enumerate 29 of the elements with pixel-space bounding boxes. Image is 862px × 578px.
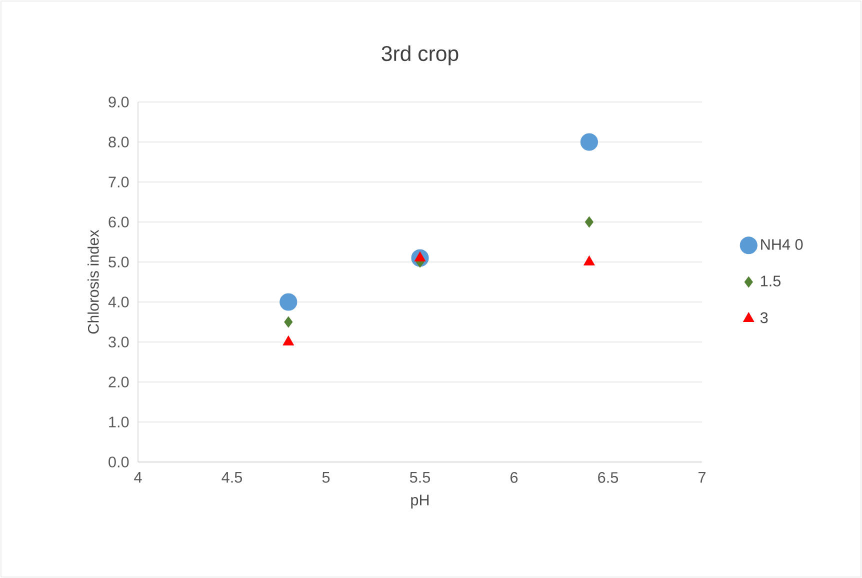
y-tick-label: 0.0: [108, 456, 129, 468]
chart-title: 3rd crop: [382, 45, 458, 66]
y-tick-label: 7.0: [108, 176, 129, 188]
y-tick-label: 8.0: [108, 136, 129, 148]
y-tick-label: 3.0: [108, 336, 129, 348]
point: [584, 256, 595, 266]
legend-label: 1.5: [761, 276, 781, 286]
x-tick-label: 5: [322, 472, 330, 483]
y-tick-label: 2.0: [108, 376, 129, 388]
y-tick-label: 1.0: [109, 416, 129, 428]
point: [280, 293, 298, 311]
point: [282, 336, 294, 346]
x-tick-label: 4.5: [222, 472, 242, 483]
y-tick-label: 5.0: [108, 256, 129, 268]
legend-label: 3: [760, 312, 768, 324]
x-tick-label: 6: [510, 472, 518, 483]
x-tick-label: 7: [698, 472, 706, 483]
x-tick-label: 6.5: [598, 472, 618, 483]
x-tick-label: 4: [134, 472, 142, 483]
x-tick-label: 5.5: [410, 472, 430, 483]
y-tick-label: 4.0: [108, 296, 129, 308]
x-axis-title: pH: [411, 494, 429, 508]
point: [584, 216, 594, 228]
point: [284, 316, 293, 328]
y-tick-label: 9.0: [108, 96, 129, 108]
legend-label: NH4 0: [761, 239, 803, 250]
point: [580, 133, 598, 151]
y-axis-title: Chlorosis index: [88, 230, 99, 334]
y-tick-label: 6.0: [108, 216, 129, 228]
